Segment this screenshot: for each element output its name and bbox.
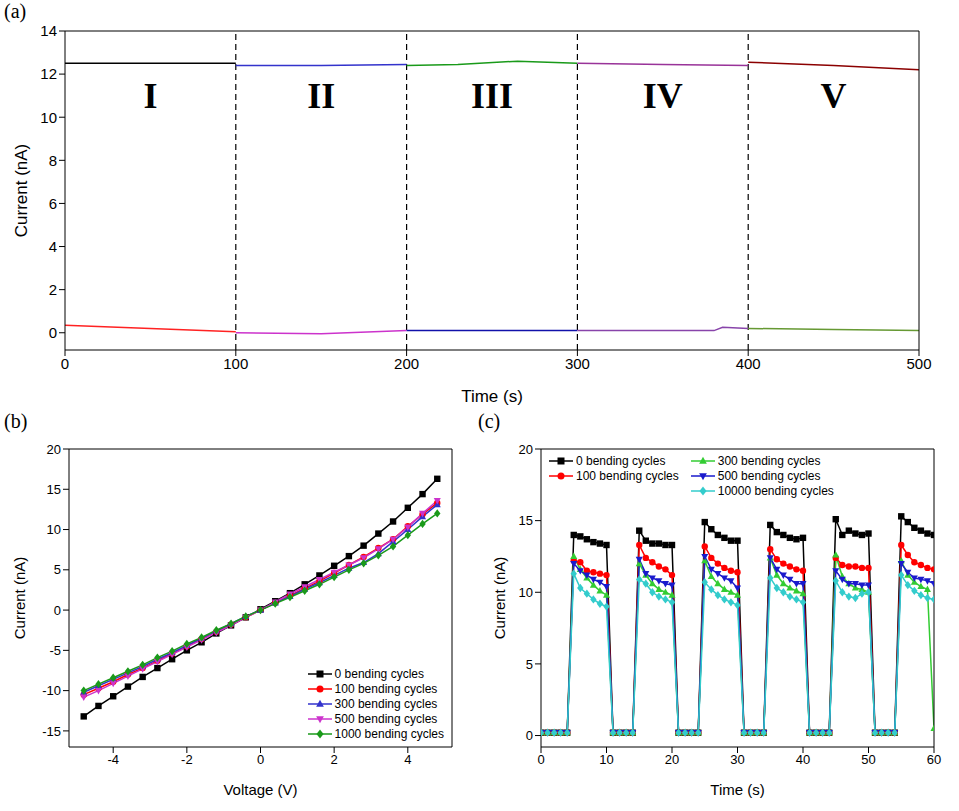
svg-text:50: 50 [861, 752, 875, 767]
svg-text:400: 400 [736, 355, 761, 372]
svg-text:Current (nA): Current (nA) [12, 144, 31, 238]
html-text:300 bending cycles: 300 bending cycles [334, 696, 438, 711]
html-text:(c): (c) [478, 410, 501, 432]
svg-text:Current (nA): Current (nA) [11, 557, 28, 640]
svg-text:20: 20 [519, 442, 533, 457]
svg-text:0: 0 [61, 355, 69, 372]
svg-text:300: 300 [565, 355, 590, 372]
svg-text:10: 10 [599, 752, 613, 767]
svg-text:-5: -5 [49, 643, 61, 658]
svg-text:-10: -10 [42, 683, 61, 698]
svg-text:2: 2 [49, 281, 57, 298]
html-text:300 bending cycles: 300 bending cycles [717, 453, 821, 468]
svg-text:10: 10 [47, 522, 61, 537]
svg-text:-4: -4 [107, 752, 119, 767]
html-text:500 bending cycles: 500 bending cycles [334, 711, 438, 726]
svg-text:4: 4 [49, 238, 57, 255]
html-text:(a): (a) [4, 0, 27, 22]
html-text:100 bending cycles: 100 bending cycles [576, 468, 679, 483]
svg-text:Time (s): Time (s) [461, 387, 523, 406]
html-text:0 bending cycles: 0 bending cycles [334, 666, 424, 681]
svg-text:0: 0 [526, 728, 533, 743]
svg-text:Current (nA): Current (nA) [491, 557, 508, 640]
svg-text:10: 10 [40, 109, 57, 126]
svg-text:4: 4 [404, 752, 411, 767]
svg-text:30: 30 [730, 752, 744, 767]
svg-text:15: 15 [47, 482, 61, 497]
svg-text:60: 60 [927, 752, 941, 767]
svg-text:12: 12 [40, 65, 57, 82]
svg-text:20: 20 [665, 752, 679, 767]
svg-text:V: V [821, 76, 847, 116]
svg-text:6: 6 [49, 195, 57, 212]
html-text:100 bending cycles: 100 bending cycles [334, 681, 438, 696]
svg-text:-15: -15 [42, 724, 61, 739]
html-text:1000 bending cycles: 1000 bending cycles [334, 726, 444, 741]
html-text:(b): (b) [4, 410, 28, 432]
html-text:500 bending cycles: 500 bending cycles [717, 468, 821, 483]
svg-text:20: 20 [47, 442, 61, 457]
svg-text:Voltage (V): Voltage (V) [223, 781, 297, 798]
svg-text:II: II [307, 76, 335, 116]
svg-text:5: 5 [54, 562, 61, 577]
svg-text:-2: -2 [181, 752, 193, 767]
svg-text:I: I [143, 76, 157, 116]
svg-text:0: 0 [54, 603, 61, 618]
svg-text:2: 2 [331, 752, 338, 767]
svg-text:200: 200 [394, 355, 419, 372]
svg-text:15: 15 [519, 513, 533, 528]
svg-text:5: 5 [526, 657, 533, 672]
svg-text:IV: IV [643, 76, 683, 116]
html-text:10000 bending cycles: 10000 bending cycles [717, 483, 834, 498]
svg-text:100: 100 [223, 355, 248, 372]
svg-text:0: 0 [257, 752, 264, 767]
html-text:0 bending cycles: 0 bending cycles [576, 453, 666, 468]
svg-text:0: 0 [537, 752, 544, 767]
svg-text:500: 500 [906, 355, 931, 372]
svg-text:Time (s): Time (s) [710, 781, 764, 798]
svg-text:III: III [471, 76, 513, 116]
svg-text:10: 10 [519, 585, 533, 600]
svg-text:40: 40 [796, 752, 810, 767]
svg-text:8: 8 [49, 152, 57, 169]
svg-text:14: 14 [40, 22, 57, 39]
svg-text:0: 0 [49, 324, 57, 341]
